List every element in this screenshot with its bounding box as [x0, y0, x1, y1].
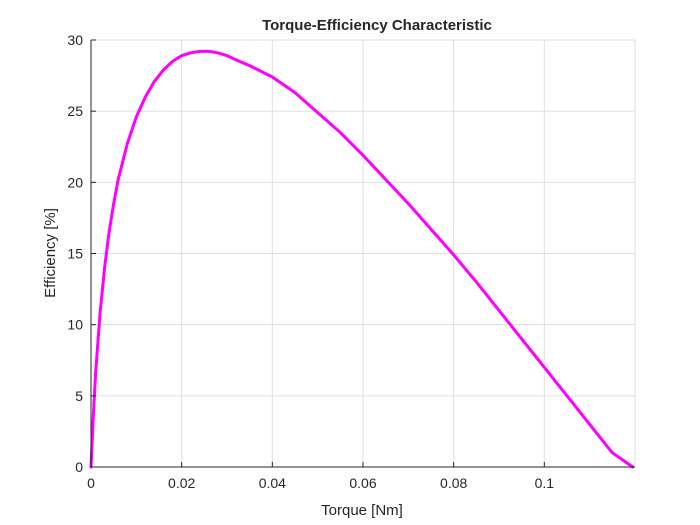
y-tick-label: 30 — [67, 32, 83, 48]
x-tick-label: 0 — [87, 475, 95, 491]
y-tick-label: 25 — [67, 103, 83, 119]
y-tick-label: 0 — [75, 459, 83, 475]
y-tick-label: 15 — [67, 246, 83, 262]
x-tick-label: 0.02 — [168, 475, 195, 491]
x-tick-label: 0.04 — [259, 475, 286, 491]
series-curve-group — [89, 49, 635, 469]
chart-title: Torque-Efficiency Characteristic — [262, 17, 492, 34]
y-tick-label: 5 — [75, 388, 83, 404]
x-axis-label: Torque [Nm] — [321, 502, 403, 519]
y-axis-label: Efficiency [%] — [42, 208, 59, 298]
x-tick-label: 0.06 — [349, 475, 376, 491]
ticks: 0 0.02 0.04 0.06 0.08 0.1 0 5 10 15 20 25 30 — [67, 32, 554, 491]
y-tick-label: 10 — [67, 317, 83, 333]
grid — [91, 39, 636, 467]
x-tick-label: 0.1 — [535, 475, 555, 491]
y-tick-label: 20 — [67, 174, 83, 190]
x-tick-label: 0.08 — [440, 475, 467, 491]
series-line — [89, 49, 635, 469]
